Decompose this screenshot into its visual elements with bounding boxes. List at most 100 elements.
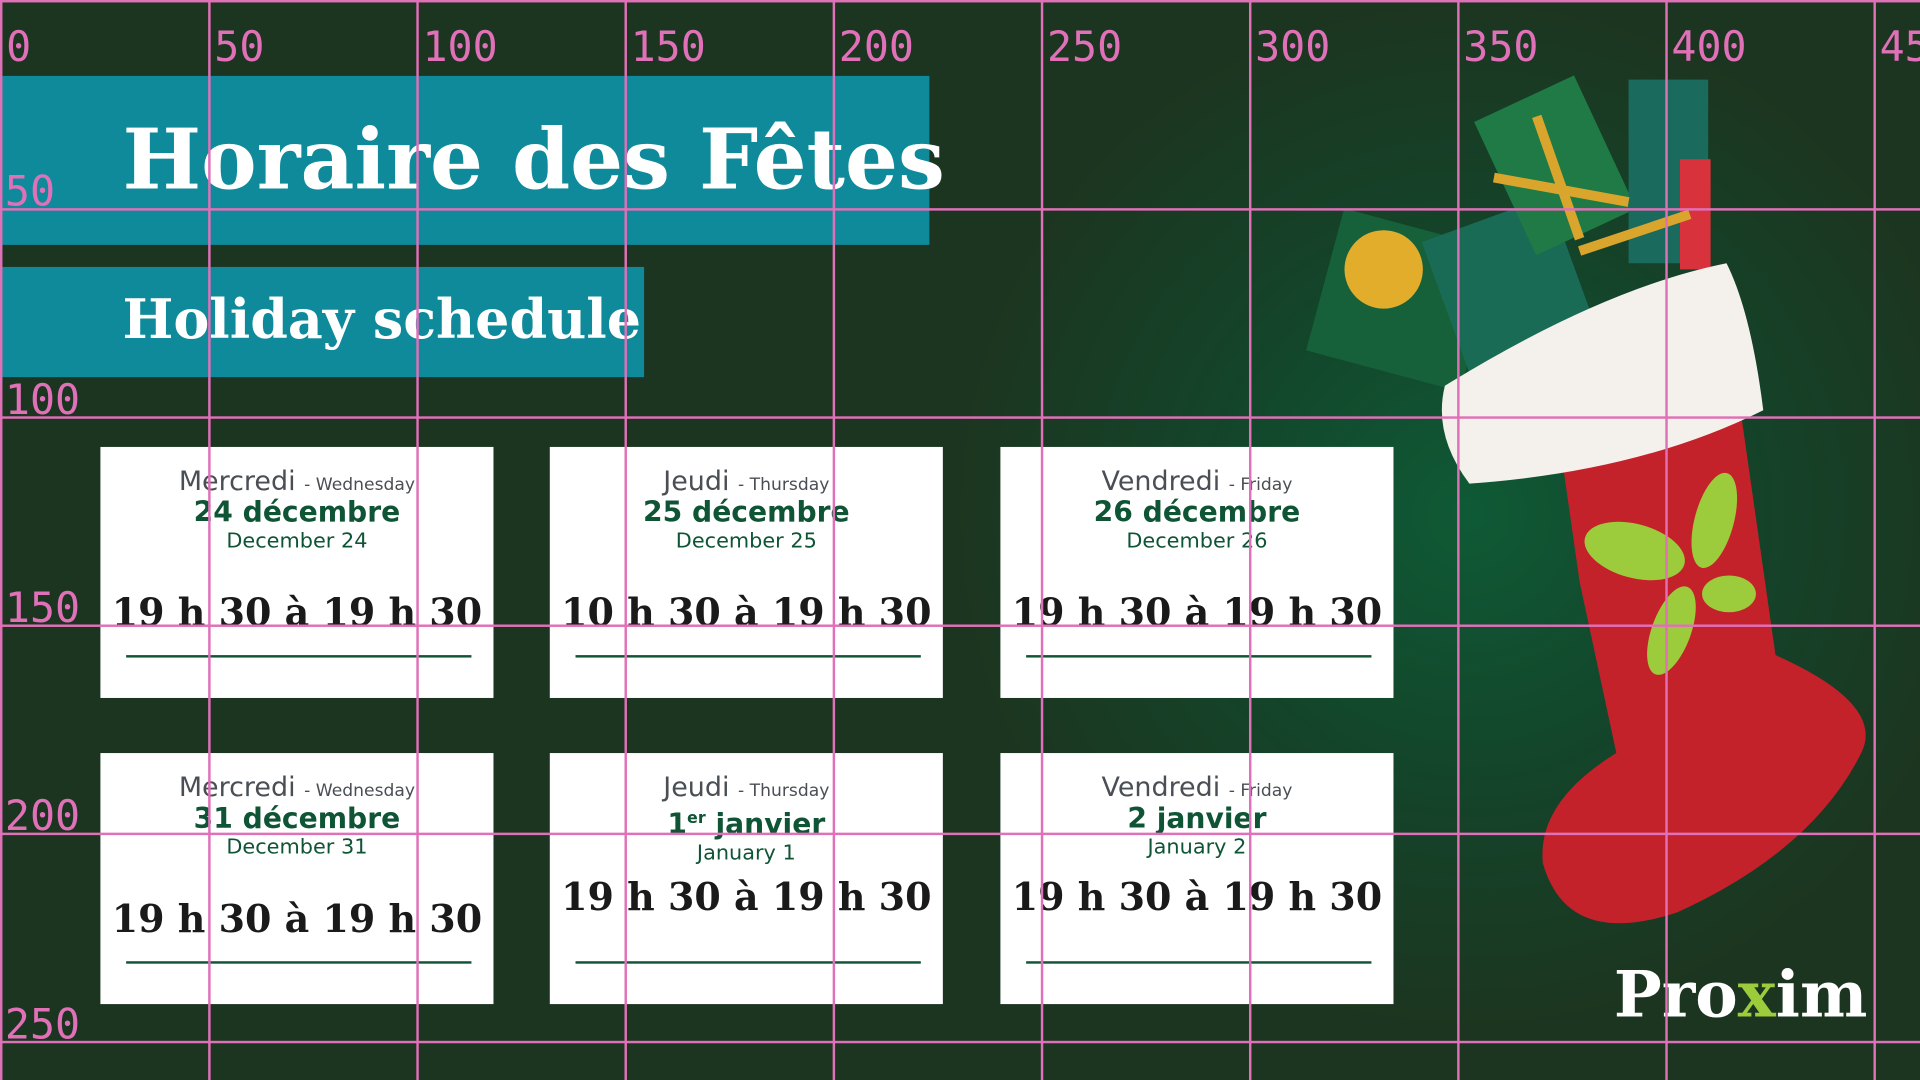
- grid-line-horizontal: [0, 416, 1920, 419]
- grid-line-vertical: [832, 0, 836, 1080]
- grid-line-horizontal: [0, 624, 1920, 627]
- day-card: Jeudi - Thursday 1er janvier January 1 1…: [549, 753, 943, 1005]
- date-french: 25 décembre: [550, 497, 943, 529]
- date-english: December 25: [675, 528, 817, 554]
- opening-hours: 19 h 30 à 19 h 30: [111, 591, 483, 636]
- weekday-fr: Vendredi: [1101, 772, 1221, 804]
- opening-hours: 10 h 30 à 19 h 30: [561, 591, 932, 636]
- logo-text: im: [1775, 957, 1868, 1033]
- grid-line-vertical: [1873, 0, 1876, 1080]
- subtitle-banner: Holiday schedule: [0, 266, 645, 378]
- date-french: 26 décembre: [1000, 497, 1393, 529]
- weekday: Jeudi - Thursday: [550, 773, 943, 804]
- opening-hours: 19 h 30 à 19 h 30: [1011, 875, 1383, 920]
- date-french: 24 décembre: [100, 497, 493, 529]
- weekday-en: - Thursday: [738, 781, 830, 801]
- date-fr: 24 décembre: [193, 497, 401, 529]
- grid-line-vertical: [624, 0, 627, 1080]
- opening-hours: 19 h 30 à 19 h 30: [111, 897, 483, 942]
- date-fr-sup: er: [687, 809, 706, 828]
- weekday-en: - Wednesday: [304, 475, 416, 495]
- weekday-en: - Friday: [1228, 475, 1293, 495]
- grid-label-x: 400: [1671, 23, 1747, 73]
- stocking-cuff: [1441, 263, 1764, 484]
- date-fr: 25 décembre: [643, 497, 850, 529]
- stocking-illustration: [1306, 75, 1866, 924]
- grid-line-vertical: [416, 0, 419, 1080]
- date-fr: 1: [667, 808, 688, 841]
- weekday: Vendredi - Friday: [1000, 773, 1393, 804]
- grid-label-x: 350: [1463, 23, 1539, 73]
- grid-line-horizontal: [0, 1040, 1920, 1044]
- date-fr: 26 décembre: [1093, 497, 1301, 529]
- weekday-fr: Jeudi: [663, 466, 730, 498]
- divider: [1026, 655, 1372, 658]
- logo-x: x: [1737, 957, 1776, 1033]
- grid-line-vertical: [1040, 0, 1044, 1080]
- day-card: Mercredi - Wednesday 31 décembre Decembe…: [100, 753, 494, 1005]
- date-english: December 26: [1126, 528, 1268, 554]
- grid-label-x: 50: [214, 23, 265, 73]
- grid-label-x: 100: [422, 23, 498, 73]
- weekday-en: - Thursday: [738, 475, 830, 495]
- date-english: January 1: [696, 840, 796, 866]
- stocking-body: [1542, 397, 1866, 924]
- grid-label-x: 45: [1879, 23, 1920, 73]
- title-text: Horaire des Fêtes: [122, 111, 945, 210]
- weekday: Vendredi - Friday: [1000, 467, 1393, 498]
- proxim-logo: Proxim: [1614, 958, 1867, 1033]
- grid-label-y: 50: [4, 167, 56, 217]
- grid-line-vertical: [208, 0, 211, 1080]
- date-english: January 2: [1147, 835, 1247, 860]
- weekday-en: - Friday: [1228, 781, 1293, 801]
- grid-label-x: 150: [630, 23, 706, 73]
- opening-hours: 19 h 30 à 19 h 30: [561, 875, 932, 920]
- grid-label-x: 300: [1255, 23, 1331, 73]
- grid-label-y: 200: [4, 792, 81, 842]
- day-card: Vendredi - Friday 2 janvier January 2 19…: [1000, 753, 1394, 1005]
- divider: [575, 655, 921, 658]
- divider: [1026, 961, 1372, 964]
- weekday-fr: Mercredi: [178, 772, 296, 804]
- grid-label-y: 250: [4, 1000, 81, 1050]
- grid-line-vertical: [1248, 0, 1252, 1080]
- weekday-fr: Vendredi: [1101, 466, 1221, 498]
- grid-label-x: 200: [838, 23, 914, 73]
- day-card: Vendredi - Friday 26 décembre December 2…: [1000, 446, 1394, 698]
- title-banner: Horaire des Fêtes: [0, 75, 945, 245]
- date-french: 2 janvier: [1000, 803, 1393, 835]
- grid-line-horizontal: [0, 0, 1920, 3]
- weekday-en: - Wednesday: [304, 781, 416, 801]
- grid-line-vertical: [0, 0, 3, 1080]
- day-card: Mercredi - Wednesday 24 décembre Decembe…: [100, 446, 494, 698]
- proxim-flower: [1584, 472, 1756, 675]
- date-english: December 24: [226, 528, 368, 554]
- date-fr: 31 décembre: [193, 803, 401, 836]
- grid-line-vertical: [1457, 0, 1460, 1080]
- grid-label-y: 100: [4, 375, 81, 425]
- date-english: December 31: [226, 835, 368, 860]
- divider: [575, 961, 921, 964]
- weekday: Jeudi - Thursday: [550, 467, 943, 498]
- date-fr: 2 janvier: [1127, 803, 1267, 836]
- grid-label-x: 250: [1046, 23, 1123, 73]
- divider: [126, 655, 472, 658]
- grid-line-vertical: [1665, 0, 1668, 1080]
- opening-hours: 19 h 30 à 19 h 30: [1011, 591, 1383, 636]
- weekday: Mercredi - Wednesday: [100, 467, 493, 498]
- day-card: Jeudi - Thursday 25 décembre December 25…: [549, 446, 943, 698]
- divider: [126, 961, 472, 964]
- grid-label-x: 0: [6, 23, 32, 73]
- weekday-fr: Mercredi: [178, 466, 296, 498]
- grid-line-horizontal: [0, 208, 1920, 211]
- weekday: Mercredi - Wednesday: [100, 773, 493, 804]
- weekday-fr: Jeudi: [663, 772, 730, 804]
- grid-line-horizontal: [0, 832, 1920, 836]
- date-french: 31 décembre: [100, 803, 493, 835]
- date-french: 1er janvier: [550, 803, 943, 841]
- subtitle-text: Holiday schedule: [122, 288, 642, 352]
- date-fr-rest: janvier: [705, 808, 826, 841]
- logo-text: Pro: [1613, 957, 1738, 1033]
- grid-label-y: 150: [4, 584, 81, 634]
